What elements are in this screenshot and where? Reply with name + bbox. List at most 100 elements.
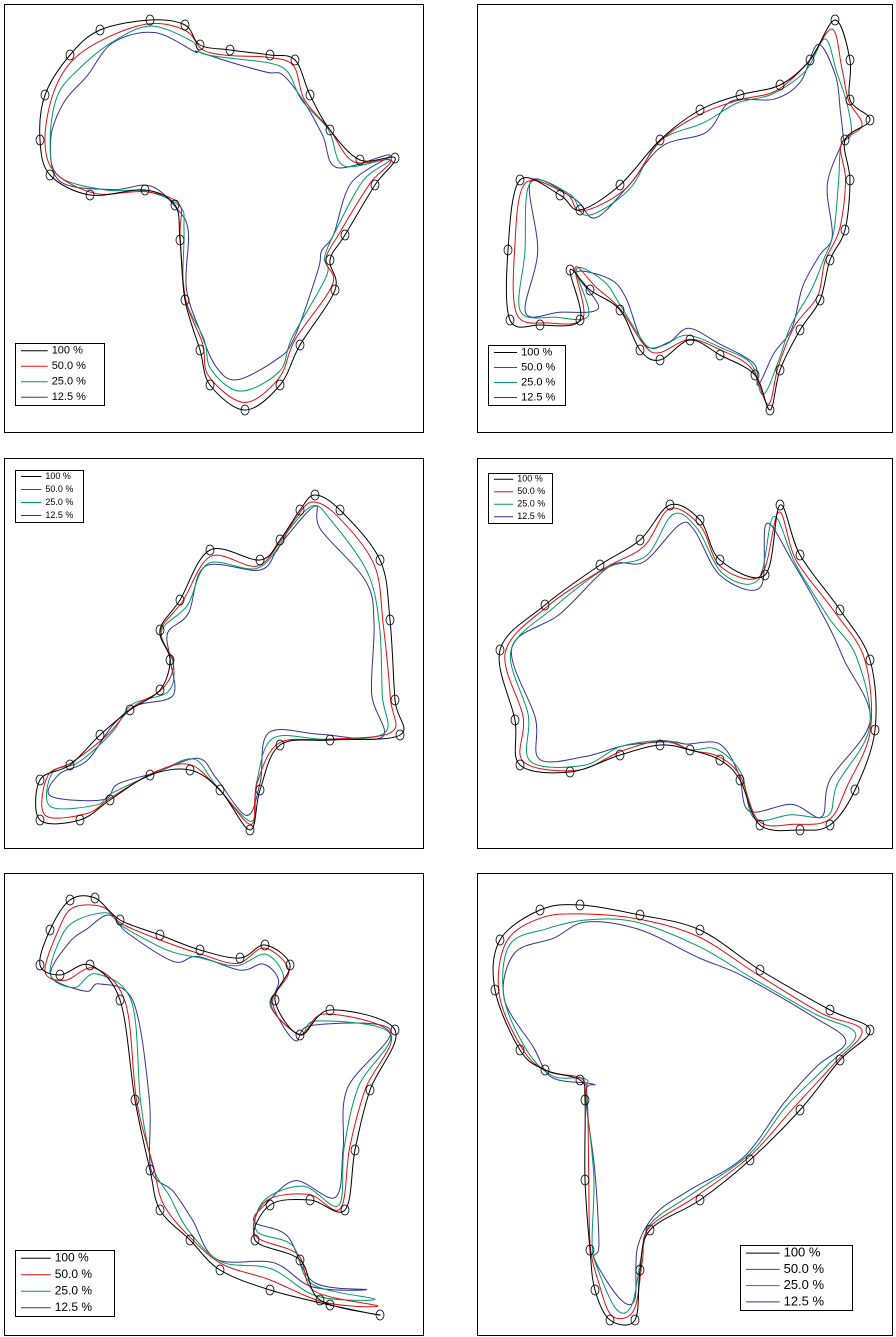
legend-label: 25.0 %	[521, 376, 555, 388]
sample-point	[630, 1314, 640, 1326]
sample-point	[215, 784, 225, 796]
sample-point	[155, 684, 165, 696]
sample-point	[335, 504, 345, 516]
sample-point	[795, 324, 805, 336]
sample-point	[865, 1024, 875, 1036]
sample-point	[805, 54, 815, 66]
outline-curve	[41, 501, 397, 826]
sample-point	[575, 204, 585, 216]
sample-point	[65, 894, 75, 906]
panel-frame	[477, 4, 893, 433]
sample-point	[225, 44, 235, 56]
sample-point	[865, 114, 875, 126]
sample-point	[575, 314, 585, 326]
sample-point	[205, 544, 215, 556]
sample-point	[390, 152, 400, 164]
outline-curve	[518, 38, 853, 396]
sample-point	[695, 104, 705, 116]
sample-point	[115, 994, 125, 1006]
outline-curve	[498, 503, 877, 832]
sample-point	[145, 1164, 155, 1176]
sample-point	[815, 294, 825, 306]
sample-point	[795, 549, 805, 561]
sample-point	[350, 1144, 360, 1156]
sample-point	[35, 959, 45, 971]
sample-point	[35, 774, 45, 786]
sample-point	[595, 559, 605, 571]
sample-point	[240, 404, 250, 416]
sample-point	[35, 814, 45, 826]
legend-label: 50.0 %	[517, 486, 545, 496]
sample-point	[870, 724, 880, 736]
sample-point	[580, 1094, 590, 1106]
sample-point	[755, 819, 765, 831]
panel: 100 %50.0 %25.0 %12.5 %	[4, 873, 424, 1336]
sample-point	[590, 1284, 600, 1296]
sample-point	[385, 614, 395, 626]
sample-point	[170, 199, 180, 211]
legend-label: 50.0 %	[784, 1261, 825, 1276]
sample-point	[185, 1234, 195, 1246]
legend-box	[488, 473, 553, 524]
sample-point	[510, 714, 520, 726]
sample-point	[95, 729, 105, 741]
legend-label: 100 %	[784, 1245, 821, 1260]
sample-point	[215, 1264, 225, 1276]
panel-frame	[4, 458, 424, 849]
legend-label: 25.0 %	[517, 499, 545, 509]
sample-point	[365, 1084, 375, 1096]
sample-point	[850, 784, 860, 796]
sample-point	[285, 959, 295, 971]
sample-point	[265, 1199, 275, 1211]
sample-point	[260, 939, 270, 951]
sample-point	[825, 254, 835, 266]
sample-point	[615, 179, 625, 191]
outline-curve	[35, 494, 405, 831]
legend-label: 25.0 %	[45, 497, 73, 507]
outline-curve	[512, 28, 863, 405]
legend-label: 100 %	[521, 346, 552, 358]
sample-point	[140, 184, 150, 196]
sample-point	[85, 959, 95, 971]
sample-point	[615, 749, 625, 761]
sample-point	[575, 899, 585, 911]
outline-curve	[497, 913, 863, 1320]
outline-curve	[510, 521, 871, 819]
sample-point	[795, 824, 805, 836]
sample-point	[535, 904, 545, 916]
sample-point	[615, 304, 625, 316]
sample-point	[635, 534, 645, 546]
sample-point	[735, 89, 745, 101]
sample-point	[655, 354, 665, 366]
sample-point	[295, 504, 305, 516]
sample-point	[765, 404, 775, 416]
sample-point	[145, 769, 155, 781]
sample-point	[45, 169, 55, 181]
sample-point	[825, 819, 835, 831]
sample-point	[755, 964, 765, 976]
sample-point	[845, 54, 855, 66]
sample-point	[840, 224, 850, 236]
sample-point	[65, 759, 75, 771]
sample-point	[375, 554, 385, 566]
sample-point	[655, 739, 665, 751]
sample-point	[580, 1174, 590, 1186]
sample-point	[145, 14, 155, 26]
sample-point	[85, 189, 95, 201]
sample-point	[265, 1284, 275, 1296]
sample-point	[635, 909, 645, 921]
sample-point	[685, 744, 695, 756]
legend-label: 100 %	[517, 474, 543, 484]
sample-point	[503, 244, 513, 256]
panel: 100 %50.0 %25.0 %12.5 %	[4, 4, 424, 433]
sample-point	[685, 334, 695, 346]
panel: 100 %50.0 %25.0 %12.5 %	[477, 873, 893, 1336]
legend-label: 100 %	[45, 471, 71, 481]
sample-point	[540, 599, 550, 611]
sample-point	[205, 379, 215, 391]
legend-label: 25.0 %	[55, 1283, 93, 1297]
sample-point	[195, 344, 205, 356]
sample-point	[825, 1004, 835, 1016]
sample-point	[105, 794, 115, 806]
sample-point	[490, 984, 500, 996]
